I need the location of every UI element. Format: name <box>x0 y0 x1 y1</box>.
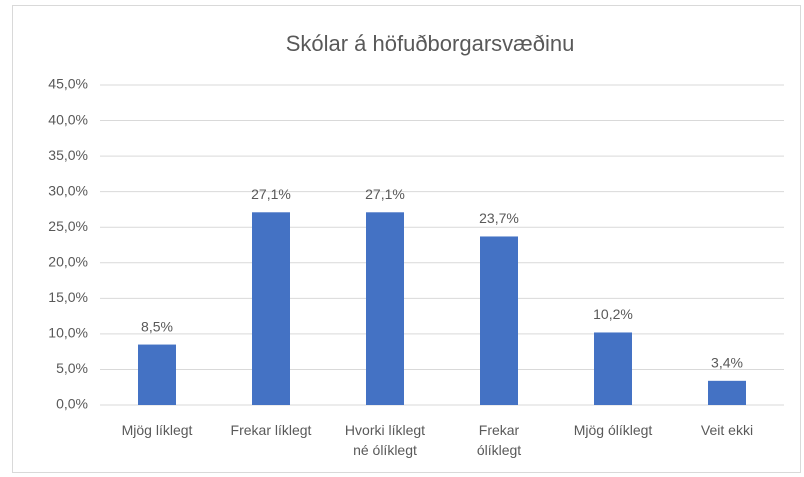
chart-border <box>12 5 801 473</box>
y-tick-label: 0,0% <box>56 396 88 412</box>
x-tick-label: Mjög líklegt <box>121 422 193 438</box>
x-tick-label: Hvorki líklegt né ólíklegt <box>344 422 426 458</box>
data-label: 8,5% <box>141 318 173 334</box>
y-tick-label: 30,0% <box>48 182 88 198</box>
x-tick-label: Frekar ólíklegt <box>476 422 522 458</box>
y-tick-label: 10,0% <box>48 325 88 341</box>
x-tick-label: Frekar líklegt <box>230 422 312 438</box>
bar <box>138 344 176 405</box>
y-tick-label: 45,0% <box>48 76 88 92</box>
bar <box>366 212 404 405</box>
data-label: 23,7% <box>479 210 519 226</box>
data-label: 3,4% <box>711 355 743 371</box>
x-tick-label: Mjög ólíklegt <box>573 422 653 438</box>
y-tick-label: 20,0% <box>48 253 88 269</box>
bar <box>252 212 290 405</box>
y-tick-label: 35,0% <box>48 147 88 163</box>
bar <box>594 332 632 405</box>
y-tick-label: 15,0% <box>48 289 88 305</box>
y-tick-label: 40,0% <box>48 111 88 127</box>
data-label: 27,1% <box>251 186 291 202</box>
y-tick-label: 5,0% <box>56 360 88 376</box>
bar <box>480 236 518 405</box>
x-tick-label: Veit ekki <box>700 422 754 438</box>
bar <box>708 380 746 405</box>
y-tick-label: 25,0% <box>48 218 88 234</box>
data-label: 27,1% <box>365 186 405 202</box>
data-label: 10,2% <box>593 306 633 322</box>
chart-title: Skólar á höfuðborgarsvæðinu <box>286 31 575 56</box>
